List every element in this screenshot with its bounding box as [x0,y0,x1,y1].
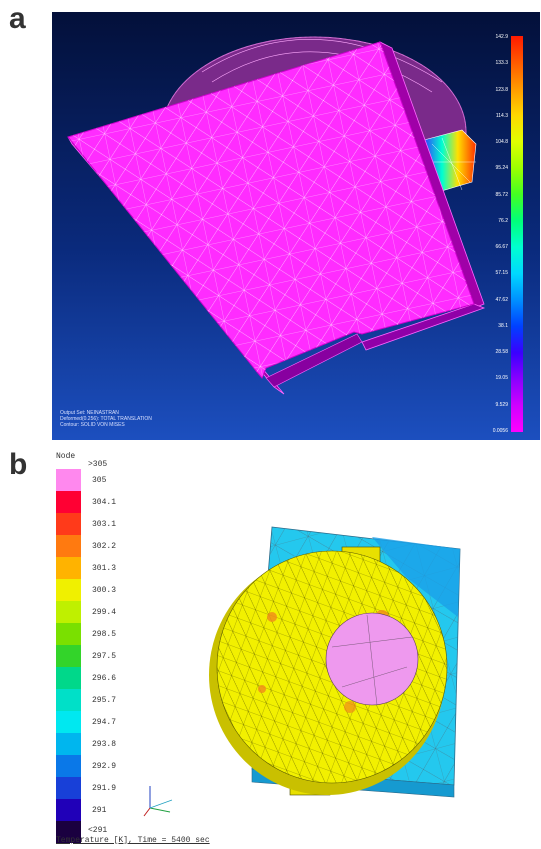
stress-colorbar [511,36,523,432]
legend-label: 299.4 [92,608,117,617]
panel-a-letter: a [9,2,26,35]
legend-label: 304.1 [92,498,117,507]
legend-label: 293.8 [92,740,117,749]
colorbar-tick: 95.24 [495,165,508,172]
disk-body [209,546,448,796]
legend-swatch [56,821,81,843]
legend-title: Node [56,452,76,461]
legend-swatch [56,777,81,799]
legend-swatch [56,601,81,623]
legend-label: 305 [92,476,107,485]
legend-swatch [56,535,81,557]
legend-swatch [56,689,81,711]
panel-b-model [209,526,461,798]
axis-triad [143,786,173,817]
legend-label: 291 [92,806,107,815]
legend-swatch [56,667,81,689]
colorbar-tick: 0.0056 [492,428,508,434]
colorbar-tick: 85.72 [495,191,508,198]
output-set-text: Output Set: NEINASTRAN [60,410,119,416]
legend-swatch [56,645,81,667]
colorbar-tick: 19.05 [495,375,508,382]
legend-label: 302.2 [92,542,117,551]
colorbar-tick: 38.1 [498,322,508,329]
colorbar-tick: 76.2 [498,217,508,224]
legend-label: 296.6 [92,674,117,683]
legend-swatch [56,799,81,821]
temperature-caption: Temperature [K], Time = 5400 sec [56,836,210,845]
panel-a-stress-view: Output Set: NEINASTRAN Deformed(0.256): … [52,12,540,440]
legend-label: 303.1 [92,520,117,529]
panel-a-model [67,36,486,395]
legend-label: 295.7 [92,696,117,705]
colorbar-tick: 114.3 [495,112,508,119]
legend-swatch [56,623,81,645]
deformed-text: Deformed(0.256): TOTAL TRANSLATION [60,416,152,422]
colorbar-tick: 66.67 [495,244,508,251]
legend-swatch [56,469,81,491]
colorbar-tick: 9.529 [495,401,508,408]
legend-label: 291.9 [92,784,117,793]
contour-text: Contour: SOLID VON MISES [60,422,125,428]
legend-swatch [56,491,81,513]
legend-swatch [56,557,81,579]
legend-swatch [56,513,81,535]
legend-label: 300.3 [92,586,117,595]
panel-b-temperature-view: Node >305 305 304.1 303.1 302.2 301.3 300.3 29… [52,452,540,849]
legend-swatch [56,733,81,755]
legend-label: 298.5 [92,630,117,639]
legend-swatch [56,755,81,777]
legend-swatch [56,579,81,601]
colorbar-tick: 123.8 [495,86,508,93]
legend-label: 292.9 [92,762,117,771]
legend-label: 294.7 [92,718,117,727]
legend-swatch [56,711,81,733]
legend-top-label: >305 [88,460,108,469]
legend-bottom-label: <291 [88,826,108,835]
colorbar-tick: 142.9 [495,34,508,40]
hot-spot [325,612,419,706]
colorbar-tick: 133.3 [495,60,508,67]
legend-label: 301.3 [92,564,117,573]
colorbar-tick: 57.15 [495,270,508,277]
plate-top [67,41,475,379]
legend-label: 297.5 [92,652,117,661]
panel-b-letter: b [9,448,28,481]
colorbar-tick: 47.62 [495,296,508,303]
colorbar-tick: 104.8 [495,139,508,146]
colorbar-tick: 28.58 [495,349,508,356]
